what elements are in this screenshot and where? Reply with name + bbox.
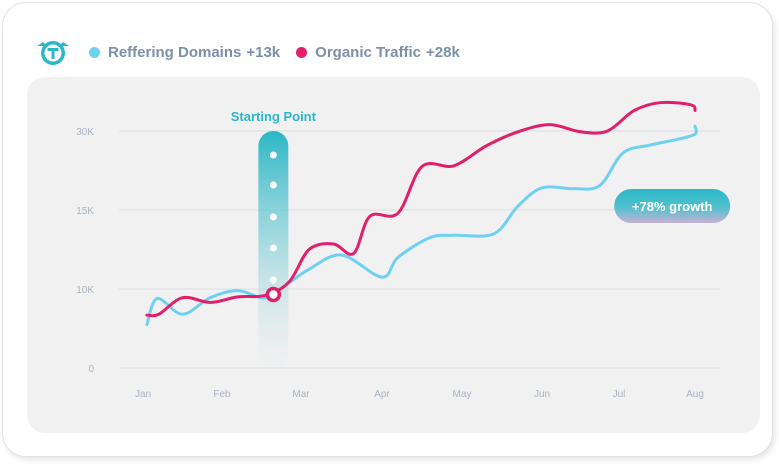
capsule-dot [269, 181, 277, 189]
x-tick-label: Mar [292, 389, 310, 400]
legend-organic-label: Organic Traffic [315, 43, 422, 61]
legend-referring-domains: Reffering Domains +13k [89, 44, 280, 61]
growth-badge-label: +78% growth [632, 199, 713, 214]
referring-domains-line [145, 124, 698, 327]
chart-header: Reffering Domains +13k Organic Traffic +… [33, 35, 460, 69]
line-chart: Starting Point +78% growth 0 10K 15K 30K Jan F… [76, 100, 731, 400]
x-tick-label: Apr [374, 389, 390, 400]
y-tick-label: 10K [76, 285, 94, 296]
x-tick-label: Jun [534, 389, 550, 400]
x-tick-label: May [453, 389, 472, 400]
x-tick-label: Feb [213, 389, 231, 400]
logo-icon [37, 41, 69, 65]
chart-card: Reffering Domains +13k Organic Traffic +… [2, 2, 773, 457]
capsule-dot [269, 213, 277, 221]
legend-organic-traffic: Organic Traffic +28k [296, 44, 460, 61]
x-tick-label: Jul [613, 389, 626, 400]
capsule-dot [269, 151, 277, 159]
y-tick-label: 15K [76, 206, 94, 217]
legend-referring-value: +13k [246, 43, 281, 61]
chart-panel: Starting Point +78% growth 0 10K 15K 30K Jan F… [27, 77, 760, 433]
starting-point-label: Starting Point [231, 109, 317, 124]
legend-organic-value: +28k [426, 43, 460, 61]
starting-point-marker [265, 286, 282, 303]
organic-traffic-dot-icon [296, 46, 308, 58]
legend-referring-label: Reffering Domains [108, 43, 242, 61]
x-tick-label: Aug [686, 389, 704, 400]
referring-domains-dot-icon [89, 46, 100, 58]
x-tick-label: Jan [135, 389, 151, 400]
capsule-dot [269, 244, 277, 252]
y-tick-label: 0 [88, 364, 94, 375]
y-tick-label: 30K [76, 127, 94, 138]
growth-badge [614, 189, 731, 224]
capsule-dot [269, 276, 277, 284]
organic-traffic-line [145, 100, 697, 318]
